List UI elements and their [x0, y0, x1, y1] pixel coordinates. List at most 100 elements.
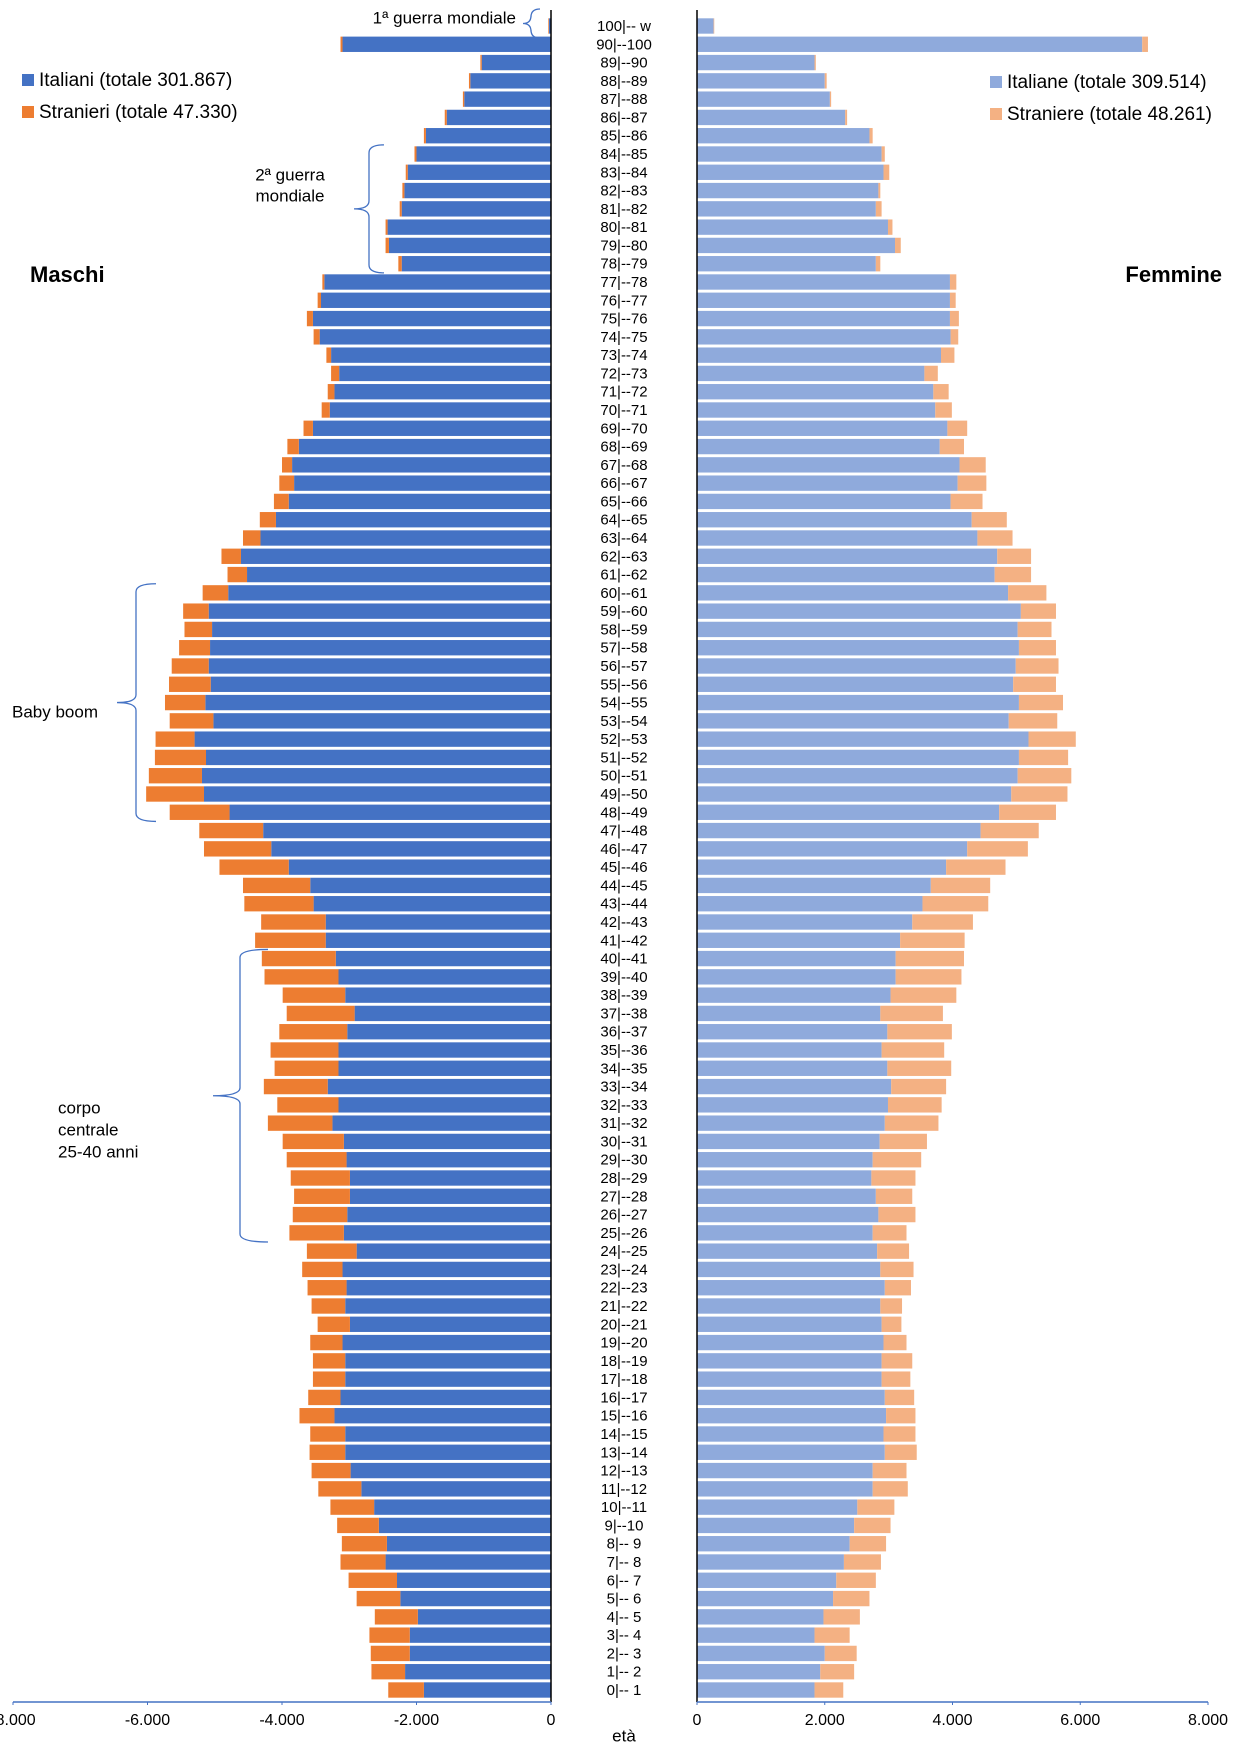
- bar-segment: [282, 987, 346, 1003]
- bar-segment: [345, 1353, 551, 1369]
- bar-segment: [229, 804, 552, 820]
- category-label: 8|-- 9: [607, 1536, 642, 1553]
- category-label: 51|--52: [600, 749, 647, 766]
- bar-segment: [407, 164, 551, 180]
- category-label: 62|--63: [600, 548, 647, 565]
- bar-segment: [325, 932, 551, 948]
- bar-segment: [697, 1298, 881, 1314]
- bar-segment: [462, 91, 465, 107]
- bar-segment: [267, 1115, 333, 1131]
- bar-segment: [309, 1444, 346, 1460]
- category-label: 58|--59: [600, 621, 647, 638]
- bar-segment: [883, 1334, 907, 1351]
- bar-segment: [169, 804, 230, 820]
- bar-segment: [334, 384, 551, 400]
- bar-segment: [697, 182, 879, 199]
- bar-segment: [1018, 694, 1064, 711]
- bar-segment: [409, 1645, 551, 1662]
- bar-segment: [324, 274, 551, 290]
- x-tick-label: -6.000: [125, 1712, 170, 1729]
- bar-segment: [345, 1371, 551, 1387]
- bar-segment: [312, 420, 551, 436]
- bar-segment: [947, 420, 968, 436]
- bar-segment: [872, 1481, 908, 1497]
- bar-segment: [148, 768, 202, 784]
- bar-segment: [155, 731, 195, 747]
- bar-segment: [273, 493, 289, 510]
- category-label: 37|--38: [600, 1005, 647, 1022]
- bar-segment: [880, 1005, 943, 1022]
- category-label: 44|--45: [600, 877, 647, 894]
- category-label: 74|--75: [600, 329, 647, 346]
- annotation-brace: [116, 583, 157, 823]
- category-label: 82|--83: [600, 183, 647, 200]
- bar-segment: [343, 1133, 551, 1150]
- bar-segment: [697, 987, 891, 1003]
- bar-segment: [325, 914, 551, 930]
- bar-segment: [356, 1243, 551, 1259]
- category-label: 11|--12: [601, 1481, 647, 1498]
- bar-segment: [260, 530, 551, 546]
- annotation-brace: [212, 948, 269, 1243]
- category-label: 66|--67: [600, 475, 647, 492]
- bar-segment: [697, 1170, 872, 1186]
- legend-label: Italiani (totale 301.867): [39, 70, 232, 91]
- category-label: 63|--64: [600, 530, 647, 547]
- bar-segment: [887, 1060, 952, 1076]
- category-label: 32|--33: [600, 1097, 647, 1114]
- bar-segment: [877, 1243, 910, 1259]
- bar-segment: [697, 237, 896, 254]
- bar-segment: [875, 1188, 913, 1204]
- x-tick-label: 6.000: [1060, 1712, 1100, 1729]
- category-label: 13|--14: [600, 1444, 647, 1461]
- bar-segment: [935, 402, 952, 418]
- x-tick-label: 0: [693, 1712, 702, 1729]
- bar-segment: [883, 164, 890, 180]
- bar-segment: [824, 73, 827, 89]
- bar-segment: [203, 841, 272, 857]
- bar-segment: [282, 1133, 344, 1150]
- bar-segment: [697, 1609, 824, 1625]
- category-label: 100|-- w: [597, 18, 651, 35]
- bar-segment: [1013, 676, 1056, 692]
- bar-segment: [820, 1664, 855, 1680]
- category-label: 46|--47: [600, 841, 647, 858]
- annotation-text: Baby boom: [12, 702, 98, 721]
- bar-segment: [697, 1097, 888, 1113]
- bar-segment: [399, 201, 402, 217]
- bar-segment: [221, 548, 241, 564]
- bar-segment: [388, 237, 551, 254]
- category-label: 30|--31: [600, 1133, 647, 1150]
- x-tick-label: 2.000: [805, 1712, 845, 1729]
- bar-segment: [378, 1517, 551, 1534]
- category-label: 54|--55: [600, 695, 647, 712]
- bar-segment: [444, 109, 447, 126]
- bar-segment: [261, 950, 336, 967]
- bar-segment: [881, 1353, 913, 1369]
- bar-segment: [294, 1188, 350, 1204]
- annotation-text: corpo: [58, 1098, 101, 1117]
- category-label: 81|--82: [600, 201, 647, 218]
- annotation-text: 1ª guerra mondiale: [373, 8, 516, 27]
- bar-segment: [548, 18, 551, 34]
- bar-segment: [697, 932, 901, 948]
- category-label: 83|--84: [600, 164, 647, 181]
- bar-segment: [468, 73, 471, 89]
- bar-segment: [350, 1462, 551, 1479]
- bar-segment: [697, 768, 1018, 784]
- bar-segment: [292, 457, 551, 473]
- x-tick-label: 8.000: [1188, 1712, 1228, 1729]
- bar-segment: [347, 1206, 551, 1223]
- bar-segment: [854, 1517, 891, 1534]
- bar-segment: [697, 658, 1016, 674]
- bar-segment: [247, 566, 551, 583]
- bar-segment: [313, 329, 320, 345]
- bar-segment: [319, 329, 551, 345]
- bar-segment: [354, 1005, 551, 1022]
- bar-segment: [697, 585, 1009, 601]
- bar-segment: [697, 1206, 879, 1223]
- bar-segment: [890, 987, 957, 1003]
- bar-segment: [697, 1353, 882, 1369]
- category-label: 23|--24: [600, 1261, 647, 1278]
- bar-segment: [340, 36, 343, 52]
